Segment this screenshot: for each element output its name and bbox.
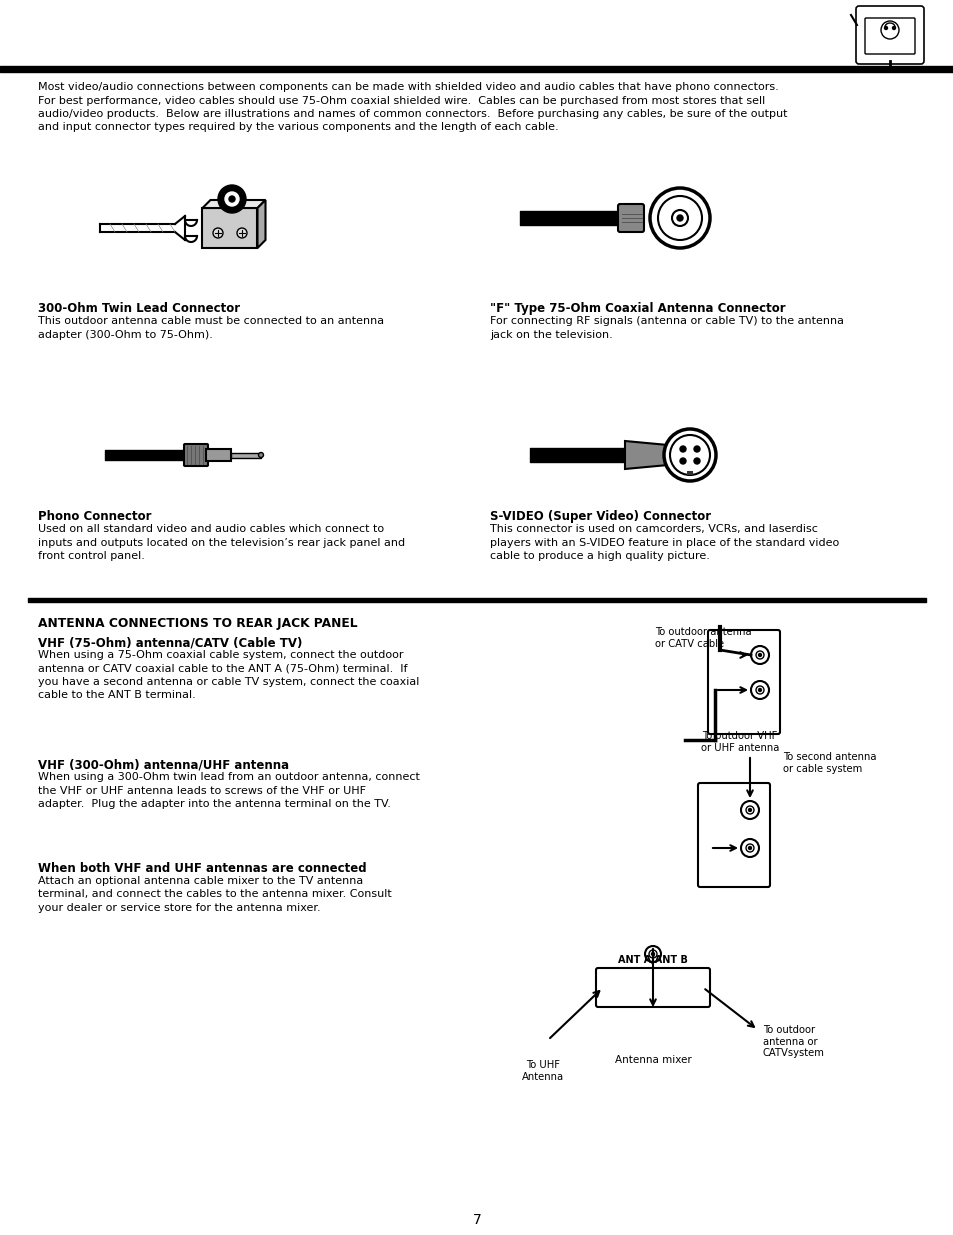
Bar [231,452,261,457]
Circle shape [745,806,753,814]
Circle shape [644,946,660,962]
Text: Antenna mixer: Antenna mixer [614,1055,691,1065]
Text: the VHF or UHF antenna leads to screws of the VHF or UHF: the VHF or UHF antenna leads to screws o… [38,785,366,795]
Text: adapter.  Plug the adapter into the antenna terminal on the TV.: adapter. Plug the adapter into the anten… [38,799,391,809]
Text: 7: 7 [472,1213,481,1228]
Text: When using a 75-Ohm coaxial cable system, connect the outdoor: When using a 75-Ohm coaxial cable system… [38,650,403,659]
Text: To outdoor VHF
or UHF antenna: To outdoor VHF or UHF antenna [700,731,779,753]
Text: ANTENNA CONNECTIONS TO REAR JACK PANEL: ANTENNA CONNECTIONS TO REAR JACK PANEL [38,618,357,630]
Circle shape [258,452,263,457]
Polygon shape [202,200,265,207]
Circle shape [229,196,234,203]
Circle shape [648,950,657,958]
Circle shape [883,26,886,30]
Text: VHF (75-Ohm) antenna/CATV (Cable TV): VHF (75-Ohm) antenna/CATV (Cable TV) [38,636,302,650]
Circle shape [748,846,751,850]
Text: Most video/audio connections between components can be made with shielded video : Most video/audio connections between com… [38,82,778,91]
Circle shape [658,196,701,240]
Circle shape [755,651,763,659]
Circle shape [758,653,760,657]
Text: you have a second antenna or cable TV system, connect the coaxial: you have a second antenna or cable TV sy… [38,677,419,687]
Text: For connecting RF signals (antenna or cable TV) to the antenna: For connecting RF signals (antenna or ca… [490,316,843,326]
Bar [619,207,641,228]
Text: This outdoor antenna cable must be connected to an antenna: This outdoor antenna cable must be conne… [38,316,384,326]
Text: When both VHF and UHF antennas are connected: When both VHF and UHF antennas are conne… [38,862,366,876]
Circle shape [758,688,760,692]
Circle shape [213,228,223,238]
Circle shape [649,188,709,248]
Text: Phono Connector: Phono Connector [38,510,152,522]
FancyBboxPatch shape [596,968,709,1007]
Text: 300-Ohm Twin Lead Connector: 300-Ohm Twin Lead Connector [38,303,240,315]
Circle shape [755,685,763,694]
FancyBboxPatch shape [618,204,643,232]
Bar [206,450,231,461]
Text: antenna or CATV coaxial cable to the ANT A (75-Ohm) terminal.  If: antenna or CATV coaxial cable to the ANT… [38,663,407,673]
Text: For best performance, video cables should use 75-Ohm coaxial shielded wire.  Cab: For best performance, video cables shoul… [38,95,764,105]
Text: cable to the ANT B terminal.: cable to the ANT B terminal. [38,690,195,700]
Circle shape [677,215,682,221]
Circle shape [693,446,700,452]
Circle shape [750,680,768,699]
Text: "F" Type 75-Ohm Coaxial Antenna Connector: "F" Type 75-Ohm Coaxial Antenna Connecto… [490,303,785,315]
Circle shape [748,809,751,811]
Text: This connector is used on camcorders, VCRs, and laserdisc: This connector is used on camcorders, VC… [490,524,817,534]
Text: To UHF
Antenna: To UHF Antenna [521,1060,563,1082]
Text: players with an S-VIDEO feature in place of the standard video: players with an S-VIDEO feature in place… [490,537,839,547]
Text: cable to produce a high quality picture.: cable to produce a high quality picture. [490,551,709,561]
FancyBboxPatch shape [698,783,769,887]
FancyBboxPatch shape [855,6,923,64]
Text: inputs and outputs located on the television’s rear jack panel and: inputs and outputs located on the televi… [38,537,405,547]
Circle shape [236,228,247,238]
Circle shape [663,429,716,480]
Text: Used on all standard video and audio cables which connect to: Used on all standard video and audio cab… [38,524,384,534]
Circle shape [750,646,768,664]
Text: S-VIDEO (Super Video) Connector: S-VIDEO (Super Video) Connector [490,510,710,522]
FancyBboxPatch shape [707,630,780,734]
Circle shape [671,210,687,226]
Bar [686,471,692,475]
FancyBboxPatch shape [202,207,257,248]
FancyBboxPatch shape [864,19,914,54]
Circle shape [651,952,654,956]
Circle shape [892,26,895,30]
Circle shape [218,185,246,212]
Text: When using a 300-Ohm twin lead from an outdoor antenna, connect: When using a 300-Ohm twin lead from an o… [38,772,419,782]
Circle shape [880,21,898,40]
Circle shape [225,191,239,206]
Circle shape [745,844,753,852]
Circle shape [740,802,759,819]
Text: VHF (300-Ohm) antenna/UHF antenna: VHF (300-Ohm) antenna/UHF antenna [38,758,289,771]
Circle shape [679,458,685,464]
Text: audio/video products.  Below are illustrations and names of common connectors.  : audio/video products. Below are illustra… [38,109,786,119]
Text: terminal, and connect the cables to the antenna mixer. Consult: terminal, and connect the cables to the … [38,889,392,899]
Text: and input connector types required by the various components and the length of e: and input connector types required by th… [38,122,558,132]
Circle shape [693,458,700,464]
Text: To second antenna
or cable system: To second antenna or cable system [782,752,876,773]
Text: To outdoor
antenna or
CATVsystem: To outdoor antenna or CATVsystem [762,1025,824,1058]
Circle shape [740,839,759,857]
Text: To outdoor antenna
or CATV cable: To outdoor antenna or CATV cable [655,627,751,648]
Circle shape [679,446,685,452]
Circle shape [669,435,709,475]
FancyBboxPatch shape [184,445,208,466]
Text: your dealer or service store for the antenna mixer.: your dealer or service store for the ant… [38,903,320,913]
Text: ANT A/ANT B: ANT A/ANT B [618,955,687,965]
Polygon shape [257,200,265,248]
Text: jack on the television.: jack on the television. [490,330,612,340]
Text: front control panel.: front control panel. [38,551,145,561]
Text: Attach an optional antenna cable mixer to the TV antenna: Attach an optional antenna cable mixer t… [38,876,363,885]
Text: adapter (300-Ohm to 75-Ohm).: adapter (300-Ohm to 75-Ohm). [38,330,213,340]
Polygon shape [624,441,667,469]
